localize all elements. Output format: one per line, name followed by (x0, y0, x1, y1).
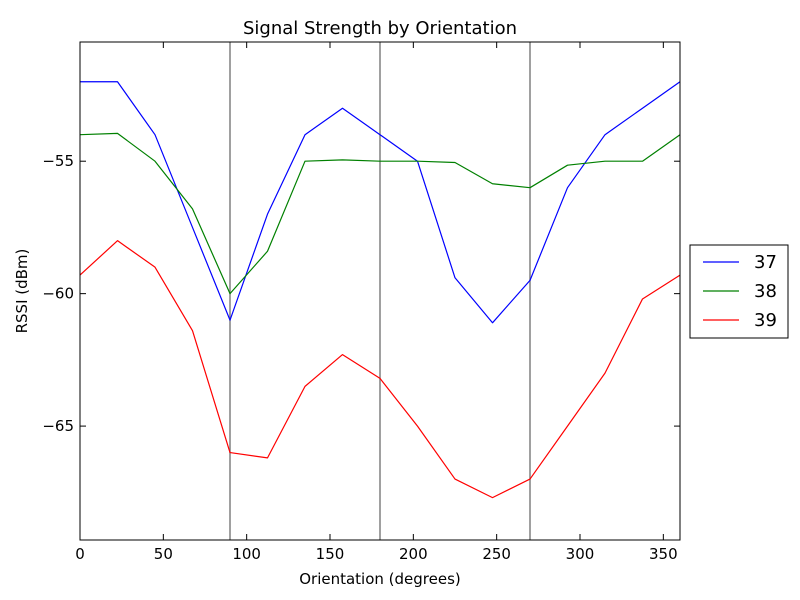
y-tick-label: −60 (42, 285, 74, 303)
series-line-37 (80, 81, 681, 324)
x-axis-label: Orientation (degrees) (299, 570, 461, 588)
plot-border (79, 41, 681, 541)
x-tick-label: 100 (232, 545, 261, 563)
y-tick-label: −55 (42, 152, 74, 170)
y-axis-ticks: −55 −60 −65 (42, 152, 680, 435)
legend-label-39: 39 (754, 310, 777, 331)
x-tick-label: 350 (649, 545, 678, 563)
y-tick-label: −65 (42, 417, 74, 435)
x-tick-label: 300 (566, 545, 595, 563)
legend: 37 38 39 (689, 244, 789, 339)
series-lines (79, 81, 681, 499)
plot-area: 0 50 100 150 200 250 300 350 −55 −60 −65 (42, 41, 681, 563)
series-line-39 (79, 240, 681, 499)
x-axis-ticks: 0 50 100 150 200 250 300 350 (75, 42, 678, 563)
x-tick-label: 250 (482, 545, 511, 563)
vertical-reference-lines (229, 42, 531, 540)
y-axis-label: RSSI (dBm) (13, 249, 31, 334)
legend-label-38: 38 (754, 281, 777, 302)
chart-title: Signal Strength by Orientation (243, 18, 517, 39)
legend-label-37: 37 (754, 252, 777, 273)
x-tick-label: 50 (154, 545, 173, 563)
x-tick-label: 150 (316, 545, 345, 563)
x-tick-label: 200 (399, 545, 428, 563)
x-tick-label: 0 (75, 545, 85, 563)
series-line-38 (79, 132, 681, 295)
